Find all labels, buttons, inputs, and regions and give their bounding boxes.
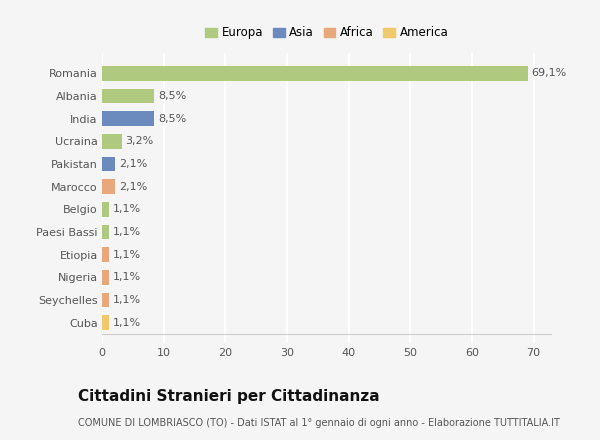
Bar xyxy=(102,180,115,194)
Text: 8,5%: 8,5% xyxy=(158,114,187,124)
Text: 1,1%: 1,1% xyxy=(112,295,140,305)
Text: 8,5%: 8,5% xyxy=(158,91,187,101)
Bar xyxy=(102,247,109,262)
Text: 1,1%: 1,1% xyxy=(112,227,140,237)
Text: 1,1%: 1,1% xyxy=(112,249,140,260)
Bar xyxy=(102,157,115,171)
Bar xyxy=(102,134,122,149)
Bar xyxy=(102,66,528,81)
Text: Cittadini Stranieri per Cittadinanza: Cittadini Stranieri per Cittadinanza xyxy=(78,389,380,404)
Text: 69,1%: 69,1% xyxy=(532,68,567,78)
Legend: Europa, Asia, Africa, America: Europa, Asia, Africa, America xyxy=(203,24,451,41)
Text: 1,1%: 1,1% xyxy=(112,204,140,214)
Text: COMUNE DI LOMBRIASCO (TO) - Dati ISTAT al 1° gennaio di ogni anno - Elaborazione: COMUNE DI LOMBRIASCO (TO) - Dati ISTAT a… xyxy=(78,418,560,428)
Text: 2,1%: 2,1% xyxy=(119,159,147,169)
Bar xyxy=(102,202,109,216)
Bar xyxy=(102,225,109,239)
Bar xyxy=(102,270,109,285)
Text: 1,1%: 1,1% xyxy=(112,272,140,282)
Text: 2,1%: 2,1% xyxy=(119,182,147,192)
Text: 1,1%: 1,1% xyxy=(112,318,140,328)
Bar xyxy=(102,315,109,330)
Bar xyxy=(102,111,154,126)
Text: 3,2%: 3,2% xyxy=(125,136,154,147)
Bar xyxy=(102,293,109,307)
Bar xyxy=(102,89,154,103)
